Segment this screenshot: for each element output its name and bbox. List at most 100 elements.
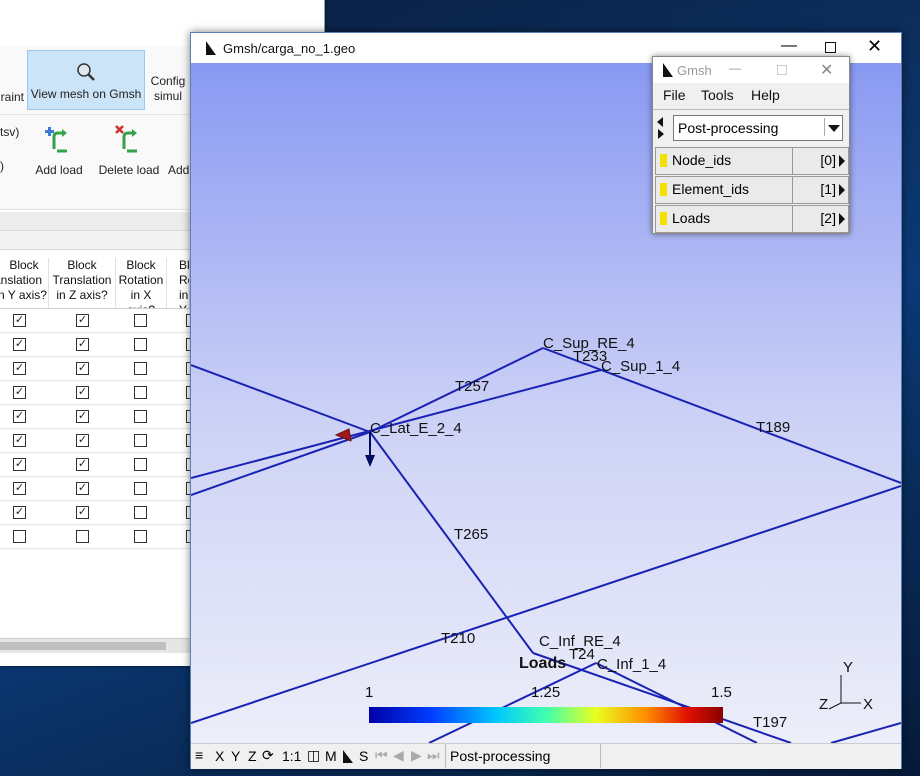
last-step-icon[interactable]: ⏭ [427,747,440,763]
checkbox-unchecked[interactable] [134,530,147,543]
view-mesh-on-gmsh-button[interactable]: View mesh on Gmsh [27,50,145,110]
status-s-button[interactable]: S [359,748,369,764]
prev-step-icon[interactable]: ◀ [393,747,404,763]
minimize-icon[interactable]: — [781,37,797,54]
menu-toggle-icon[interactable]: ≡ [195,747,204,763]
add-partial-button[interactable]: Add [168,163,190,177]
projection-icon[interactable]: ◫ [307,747,321,763]
gmsh-control-window[interactable]: Gmsh — ✕ File Tools Help Post-processing… [652,56,850,234]
status-x-button[interactable]: X [215,748,225,764]
add-load-button[interactable]: Add load [28,125,90,177]
close-icon[interactable]: ✕ [820,62,834,79]
column-header-rotation-y[interactable]: Bl Rota in Y [167,258,190,308]
checkbox-checked[interactable]: ✓ [13,314,26,327]
add-load-label: Add load [35,163,83,177]
checkbox-unchecked[interactable] [186,410,191,423]
checkbox-unchecked[interactable] [76,530,89,543]
label-t265: T265 [454,526,489,543]
scrollbar-thumb[interactable] [0,642,166,650]
colorbar-mid-label: 1.25 [531,684,561,701]
checkbox-unchecked[interactable] [134,434,147,447]
checkbox-checked[interactable]: ✓ [13,434,26,447]
checkbox-unchecked[interactable] [186,314,191,327]
view-menu-arrow-icon[interactable] [839,155,845,167]
checkbox-checked[interactable]: ✓ [76,314,89,327]
menu-help[interactable]: Help [751,87,780,103]
view-visibility-indicator[interactable] [660,183,667,196]
first-step-icon[interactable]: ⏮ [375,747,388,763]
checkbox-unchecked[interactable] [134,482,147,495]
rotate-icon[interactable]: ⟳ [262,747,274,763]
menu-file[interactable]: File [663,87,686,103]
checkbox-checked[interactable]: ✓ [13,386,26,399]
checkbox-checked[interactable]: ✓ [13,482,26,495]
checkbox-unchecked[interactable] [186,506,191,519]
checkbox-unchecked[interactable] [186,362,191,375]
view-visibility-indicator[interactable] [660,154,667,167]
checkbox-checked[interactable]: ✓ [13,458,26,471]
checkbox-checked[interactable]: ✓ [76,482,89,495]
status-y-button[interactable]: Y [231,748,241,764]
view-loads[interactable]: Loads [2] [655,205,849,233]
checkbox-checked[interactable]: ✓ [76,338,89,351]
checkbox-checked[interactable]: ✓ [13,338,26,351]
checkbox-unchecked[interactable] [134,386,147,399]
mesh-wireframe[interactable] [191,63,901,743]
control-window-title-bar[interactable]: Gmsh — ✕ [653,57,849,83]
checkbox-unchecked[interactable] [134,410,147,423]
close-icon[interactable]: ✕ [867,36,883,56]
checkbox-unchecked[interactable] [134,338,147,351]
view-menu-arrow-icon[interactable] [839,213,845,225]
view-menu-arrow-icon[interactable] [839,184,845,196]
checkbox-checked[interactable]: ✓ [76,410,89,423]
checkbox-unchecked[interactable] [186,482,191,495]
status-z-button[interactable]: Z [248,748,257,764]
view-node-ids[interactable]: Node_ids [0] [655,147,849,175]
view-element-ids[interactable]: Element_ids [1] [655,176,849,204]
partial-label: ) [0,159,4,173]
header-line: Block [67,258,97,272]
column-header-translation-y[interactable]: Block ranslation n Y axis? [0,258,49,308]
checkbox-unchecked[interactable] [134,506,147,519]
checkbox-checked[interactable]: ✓ [13,506,26,519]
checkbox-unchecked[interactable] [186,434,191,447]
status-m-button[interactable]: M [325,748,337,764]
maximize-icon[interactable] [825,42,836,53]
checkbox-checked[interactable]: ✓ [76,506,89,519]
checkbox-unchecked[interactable] [186,530,191,543]
column-header-translation-z[interactable]: Block Translation in Z axis? [49,258,116,308]
checkbox-unchecked[interactable] [134,362,147,375]
checkbox-checked[interactable]: ✓ [76,458,89,471]
gmsh-logo-small-icon[interactable] [341,750,353,763]
checkbox-checked[interactable]: ✓ [76,386,89,399]
next-step-icon[interactable]: ▶ [411,747,422,763]
horizontal-scrollbar[interactable] [0,638,190,653]
status-scale-button[interactable]: 1:1 [282,748,302,764]
checkbox-unchecked[interactable] [134,458,147,471]
axis-x-label: X [863,696,874,713]
module-prev-icon[interactable] [657,117,663,127]
checkbox-checked[interactable]: ✓ [76,362,89,375]
minimize-icon[interactable]: — [729,61,741,75]
menu-tools[interactable]: Tools [701,87,734,103]
module-next-icon[interactable] [658,129,664,139]
checkbox-checked[interactable]: ✓ [13,410,26,423]
config-simulation-button[interactable]: Config simul [146,74,190,104]
view-visibility-indicator[interactable] [660,212,667,225]
checkbox-checked[interactable]: ✓ [76,434,89,447]
checkbox-checked[interactable]: ✓ [13,362,26,375]
checkbox-unchecked[interactable] [186,458,191,471]
column-header-rotation-x[interactable]: Block Rotation in X axis? [116,258,167,308]
checkbox-unchecked[interactable] [134,314,147,327]
checkbox-unchecked[interactable] [186,338,191,351]
constraint-button-label[interactable]: raint [0,90,24,104]
chevron-down-icon[interactable] [824,118,841,136]
mesh-edge [369,347,544,433]
delete-load-button[interactable]: Delete load [96,125,162,177]
header-line: Bl [179,258,190,272]
checkbox-unchecked[interactable] [13,530,26,543]
header-line: Translation [52,273,112,287]
delete-load-icon [115,125,137,153]
module-select[interactable]: Post-processing [673,115,843,141]
checkbox-unchecked[interactable] [186,386,191,399]
